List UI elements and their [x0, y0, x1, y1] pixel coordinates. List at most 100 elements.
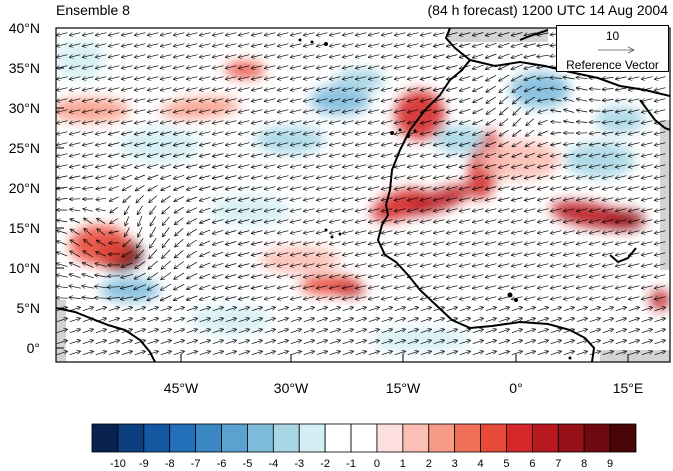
wind-vector — [278, 54, 289, 58]
wind-vector — [161, 153, 172, 157]
wind-vector — [655, 241, 666, 245]
wind-vector — [57, 263, 68, 267]
wind-vector — [252, 54, 263, 58]
wind-vector — [239, 131, 250, 135]
wind-vector — [551, 164, 562, 168]
wind-vector — [83, 176, 94, 178]
wind-vector — [486, 263, 497, 267]
wind-vector — [551, 110, 562, 112]
wind-vector — [368, 329, 379, 334]
anomaly-shade — [225, 62, 265, 78]
wind-vector — [576, 340, 587, 345]
wind-vector — [265, 153, 276, 157]
wind-vector — [511, 53, 523, 58]
wind-vector — [447, 98, 458, 102]
wind-vector — [499, 230, 510, 234]
wind-vector — [434, 263, 445, 267]
wind-vector — [486, 252, 497, 256]
wind-vector — [200, 76, 211, 80]
wind-vector — [408, 164, 419, 168]
wind-vector — [603, 219, 614, 223]
wind-vector — [538, 186, 549, 190]
wind-vector — [187, 164, 198, 168]
wind-vector — [473, 97, 484, 103]
wind-vector — [382, 274, 393, 278]
wind-vector — [56, 307, 67, 312]
wind-vector — [525, 208, 536, 212]
wind-vector — [199, 329, 210, 334]
wind-vector — [226, 153, 237, 157]
wind-vector — [304, 241, 315, 245]
wind-vector — [252, 142, 263, 146]
wind-vector — [382, 241, 393, 245]
wind-vector — [265, 164, 276, 168]
wind-vector — [603, 164, 614, 168]
wind-vector — [330, 131, 341, 135]
wind-vector — [252, 109, 263, 113]
wind-vector — [421, 241, 432, 245]
wind-vector — [499, 141, 510, 147]
wind-vector — [421, 76, 432, 80]
wind-vector — [173, 318, 184, 323]
wind-vector — [577, 241, 588, 245]
wind-vector — [576, 77, 588, 78]
wind-vector — [564, 263, 575, 267]
wind-vector — [200, 65, 211, 69]
wind-vector — [83, 209, 93, 212]
wind-vector — [525, 230, 536, 234]
wind-vector — [629, 142, 640, 146]
wind-vector — [174, 120, 185, 124]
wind-vector — [642, 296, 653, 300]
wind-vector — [161, 54, 172, 58]
wind-vector — [460, 119, 471, 123]
wind-vector — [173, 329, 184, 334]
wind-vector — [381, 329, 392, 334]
wind-vector — [629, 285, 640, 289]
wind-vector — [56, 318, 67, 323]
wind-vector — [265, 285, 276, 289]
wind-vector — [96, 43, 107, 47]
wind-vector — [395, 142, 406, 146]
wind-vector — [512, 274, 523, 278]
wind-vector — [368, 318, 379, 323]
wind-vector — [421, 197, 432, 201]
colorbar-swatch — [428, 423, 456, 453]
wind-vector — [473, 53, 484, 57]
wind-vector — [408, 109, 419, 113]
wind-vector — [590, 219, 601, 223]
wind-vector — [356, 175, 367, 179]
wind-vector — [576, 329, 587, 334]
wind-vector — [525, 241, 536, 245]
wind-vector — [122, 174, 133, 179]
wind-vector — [278, 76, 289, 80]
wind-vector — [369, 98, 380, 102]
wind-vector — [187, 131, 198, 135]
wind-vector — [407, 318, 418, 323]
wind-vector — [148, 131, 159, 135]
wind-vector — [70, 43, 81, 47]
wind-vector — [616, 175, 627, 179]
wind-vector — [109, 87, 120, 91]
wind-vector — [538, 99, 549, 101]
wind-vector — [356, 32, 367, 36]
wind-vector — [616, 164, 627, 168]
wind-vector — [70, 165, 81, 167]
lon-label: 45°W — [163, 380, 199, 396]
wind-vector — [265, 131, 276, 135]
wind-vector — [147, 318, 158, 323]
wind-vector — [382, 186, 393, 190]
wind-vector — [395, 208, 406, 212]
wind-vector — [290, 329, 301, 334]
wind-vector — [460, 97, 471, 102]
wind-vector — [265, 98, 276, 102]
wind-vector — [56, 275, 68, 277]
wind-vector — [148, 43, 159, 47]
wind-vector — [381, 318, 392, 323]
wind-vector — [499, 296, 510, 300]
wind-vector — [577, 219, 588, 223]
wind-vector — [252, 98, 263, 102]
wind-vector — [472, 340, 483, 345]
wind-vector — [473, 119, 484, 124]
wind-vector — [225, 307, 236, 312]
wind-vector — [473, 296, 484, 300]
